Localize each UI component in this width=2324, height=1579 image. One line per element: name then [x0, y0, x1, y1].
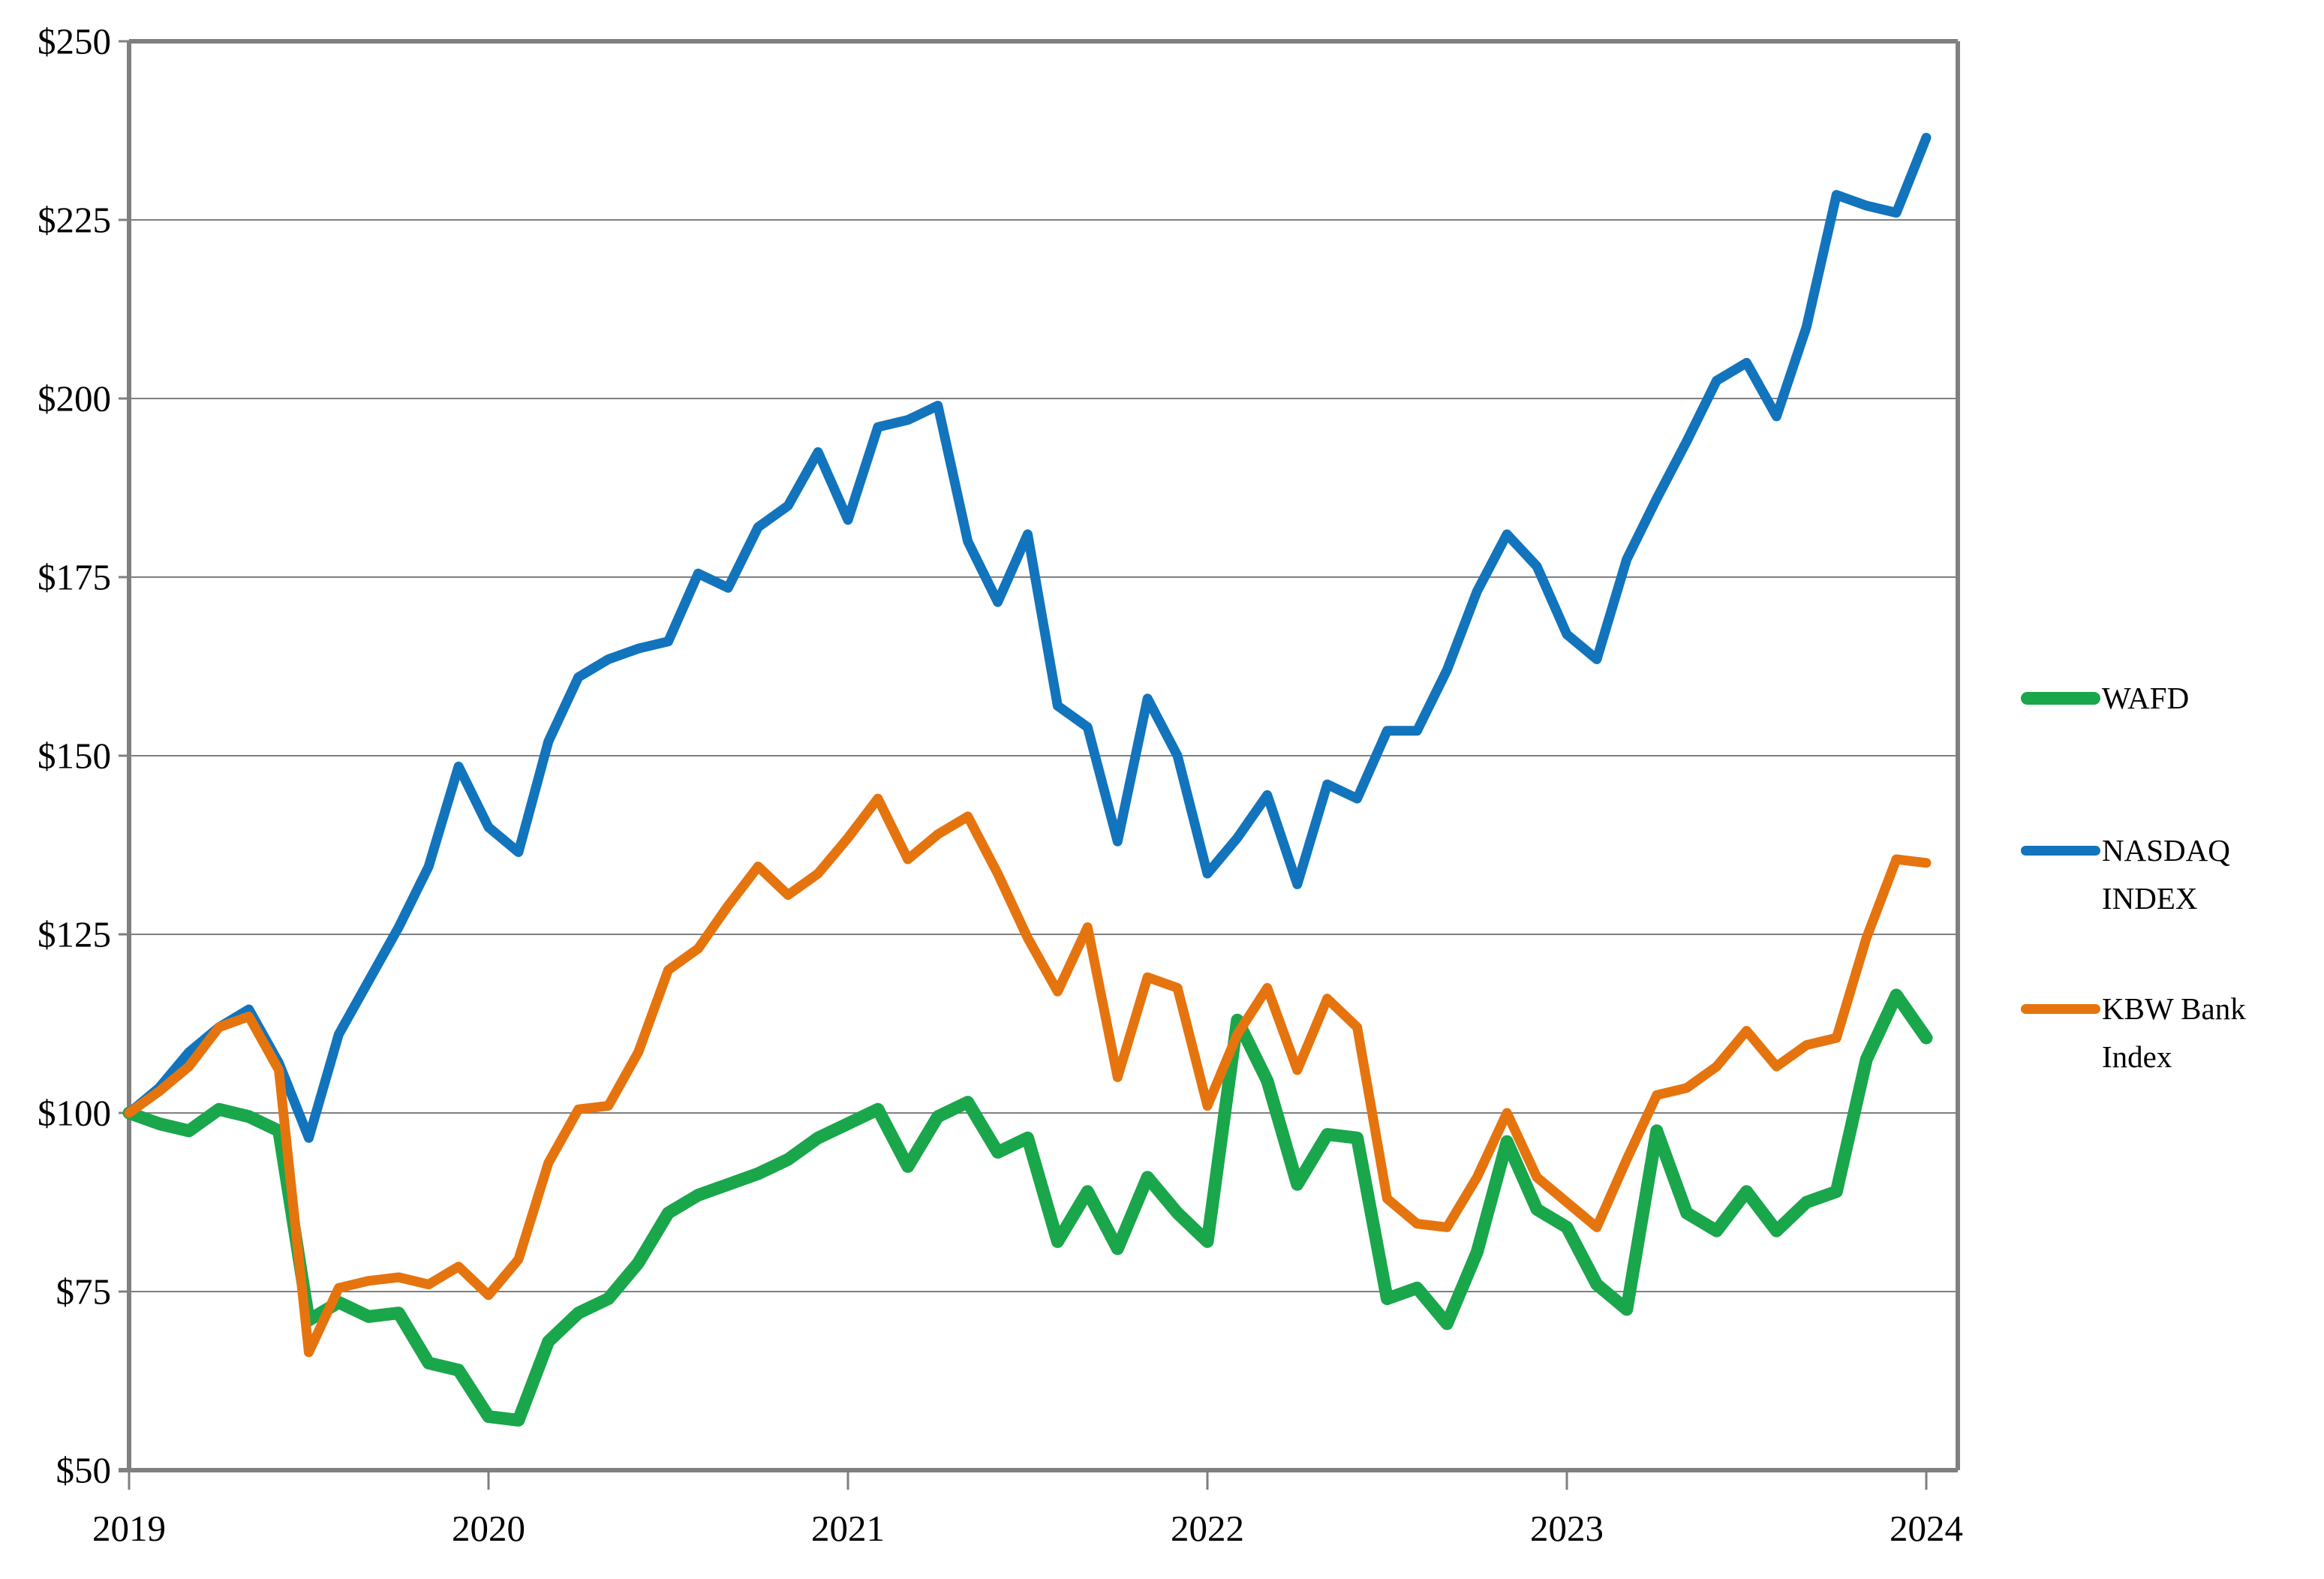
x-axis-label-2024: 2024	[1890, 1508, 1963, 1549]
legend-item-wafd: WAFD	[2021, 674, 2189, 722]
legend-item-kbw: KBW Bank Index	[2021, 985, 2312, 1081]
y-axis-label-125: $125	[38, 913, 111, 955]
legend-label-wafd: WAFD	[2102, 681, 2190, 715]
wafd-line	[122, 988, 1933, 1427]
y-axis-label-50: $50	[56, 1449, 112, 1491]
y-axis-label-225: $225	[38, 199, 111, 241]
x-axis-label-2020: 2020	[452, 1508, 525, 1549]
y-axis-label-175: $175	[38, 556, 111, 598]
kbw-bank-index-line	[124, 793, 1932, 1358]
x-axis-label-2022: 2022	[1171, 1508, 1244, 1549]
legend-label-nasdaq: NASDAQ INDEX	[2102, 833, 2230, 916]
nasdaq-line-swatch	[2021, 845, 2100, 856]
legend-label-kbw: KBW Bank Index	[2102, 991, 2246, 1074]
y-axis-label-250: $250	[38, 20, 111, 62]
x-axis-label-2021: 2021	[811, 1508, 885, 1549]
nasdaq-index-line	[124, 133, 1932, 1143]
x-axis-label-2023: 2023	[1530, 1508, 1604, 1549]
y-axis-label-200: $200	[38, 377, 111, 420]
kbw-line-swatch	[2021, 1003, 2100, 1014]
y-axis-label-75: $75	[56, 1271, 112, 1313]
legend-item-nasdaq: NASDAQ INDEX	[2021, 826, 2312, 922]
y-axis-label-100: $100	[38, 1092, 111, 1134]
y-axis-label-150: $150	[38, 735, 111, 777]
x-axis-label-2019: 2019	[92, 1508, 166, 1549]
wafd-line-swatch	[2021, 691, 2100, 705]
